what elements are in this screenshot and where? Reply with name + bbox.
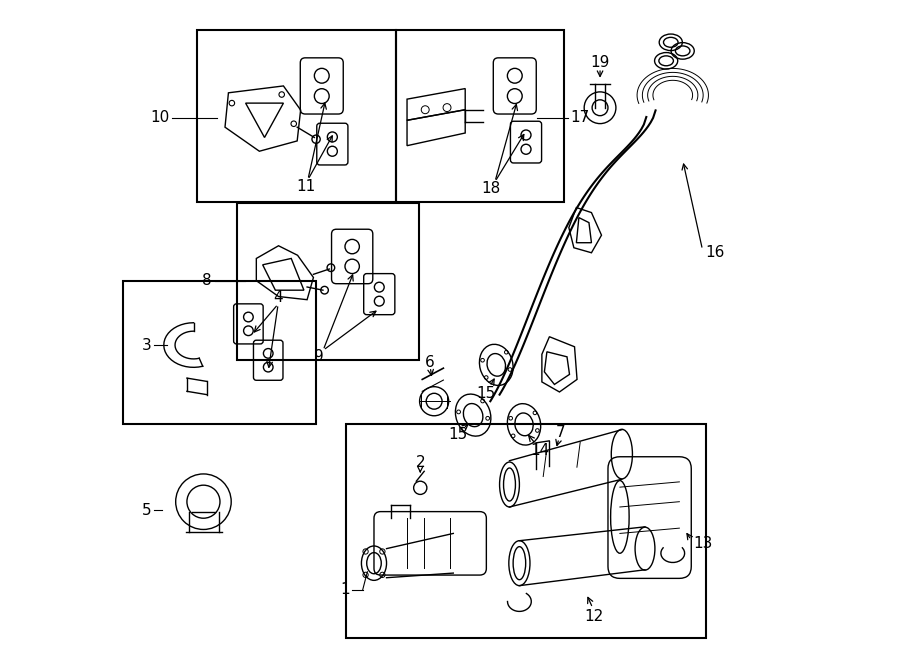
Text: 15: 15 <box>477 386 496 401</box>
Text: 10: 10 <box>149 110 169 125</box>
Text: 3: 3 <box>141 338 151 352</box>
Text: 2: 2 <box>416 455 425 470</box>
Text: 19: 19 <box>590 56 609 70</box>
Text: 12: 12 <box>584 609 604 623</box>
Text: 4: 4 <box>274 290 283 305</box>
Bar <box>396 30 564 202</box>
Text: 18: 18 <box>482 181 500 196</box>
Text: 13: 13 <box>693 536 713 551</box>
Bar <box>122 281 317 424</box>
Text: 8: 8 <box>202 274 212 288</box>
Text: 15: 15 <box>448 428 468 442</box>
Text: 7: 7 <box>556 426 566 440</box>
Text: 11: 11 <box>296 179 316 194</box>
Bar <box>197 30 396 202</box>
Text: 6: 6 <box>426 355 435 369</box>
Bar <box>346 424 706 638</box>
Text: 16: 16 <box>705 245 725 260</box>
Text: 5: 5 <box>141 503 151 518</box>
Bar <box>238 203 418 360</box>
Text: 17: 17 <box>571 110 590 125</box>
Text: 1: 1 <box>340 582 349 597</box>
Text: 14: 14 <box>530 444 550 458</box>
Text: 9: 9 <box>314 350 324 364</box>
